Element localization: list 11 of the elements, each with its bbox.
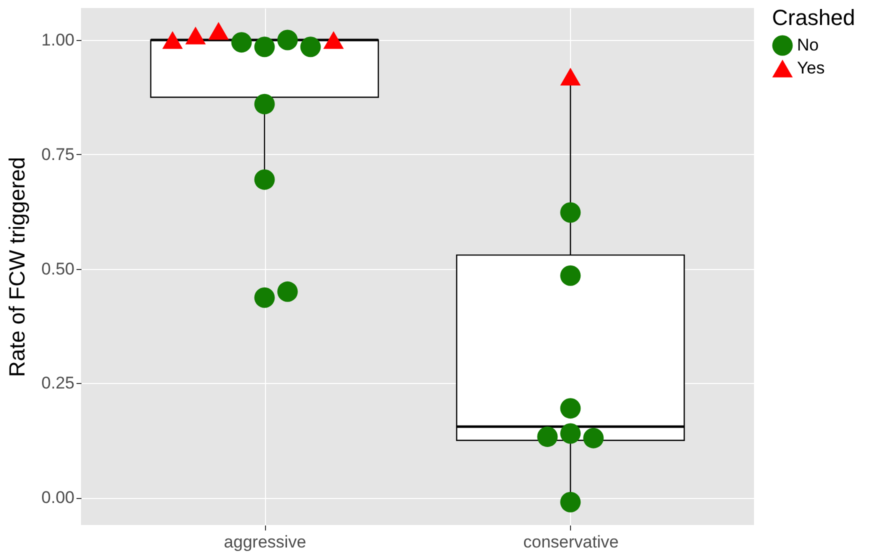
legend-label: Yes (797, 58, 825, 78)
y-tick-label: 0.75 (41, 144, 74, 164)
legend-label: No (797, 36, 819, 54)
x-tick-label: aggressive (224, 532, 306, 552)
legend-title: Crashed (772, 5, 856, 30)
y-tick-label: 0.00 (41, 488, 74, 508)
y-tick-label: 0.50 (41, 259, 74, 278)
x-tick-label: conservative (523, 532, 619, 552)
y-tick-label: 1.00 (41, 30, 74, 50)
y-axis-title: Rate of FCW triggered (4, 156, 30, 378)
y-tick-label: 0.25 (41, 374, 74, 393)
